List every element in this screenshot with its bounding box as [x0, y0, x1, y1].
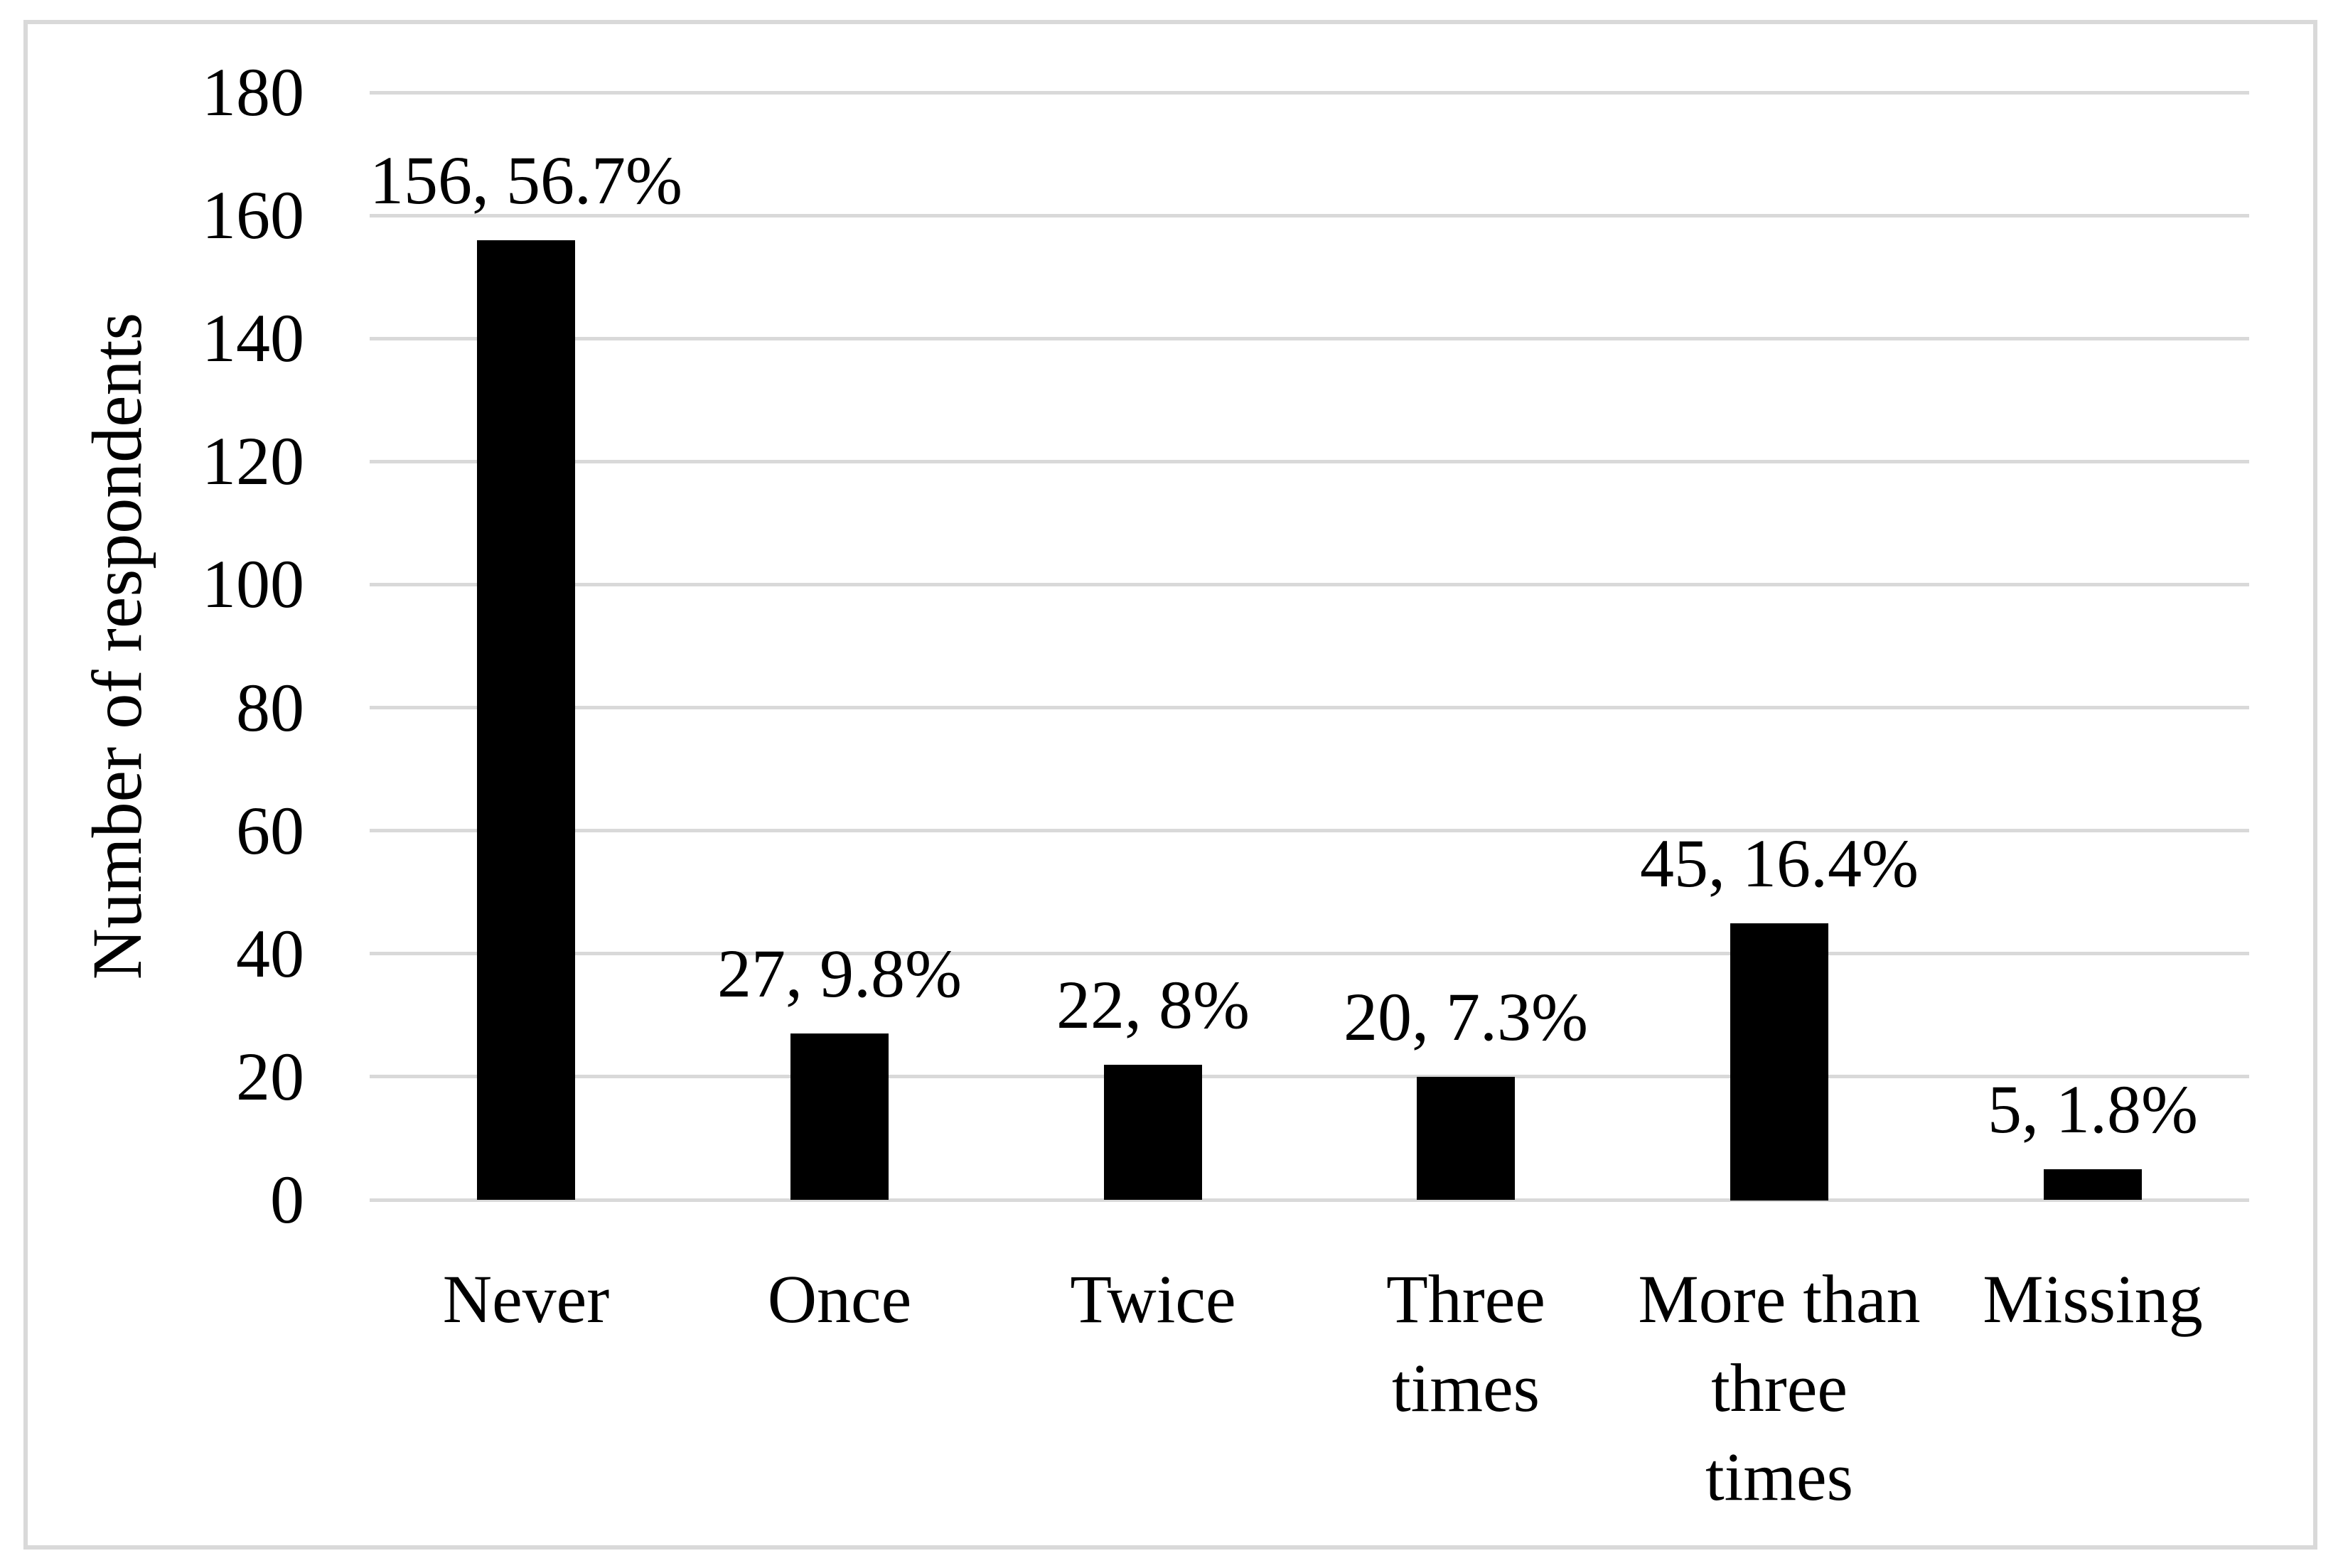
data-label-never: 156, 56.7% — [370, 142, 682, 218]
gridline-y-40 — [370, 952, 2249, 955]
y-tick-label-160: 160 — [202, 177, 304, 253]
data-label-once: 27, 9.8% — [717, 935, 962, 1011]
y-tick-label-80: 80 — [236, 670, 304, 746]
data-label-three-times: 20, 7.3% — [1344, 979, 1588, 1055]
gridline-y-120 — [370, 460, 2249, 463]
y-tick-label-100: 100 — [202, 546, 304, 622]
gridline-y-100 — [370, 583, 2249, 586]
chart-border — [23, 20, 2317, 1550]
gridline-y-160 — [370, 214, 2249, 218]
bar-missing — [2044, 1169, 2142, 1200]
y-tick-label-60: 60 — [236, 793, 304, 869]
x-category-label-never: Never — [442, 1261, 610, 1337]
bar-once — [790, 1033, 889, 1200]
data-label-more-than-three-times: 45, 16.4% — [1640, 825, 1919, 901]
y-tick-label-140: 140 — [202, 300, 304, 376]
gridline-y-180 — [370, 91, 2249, 95]
x-category-label-once: Once — [767, 1261, 912, 1337]
data-label-missing: 5, 1.8% — [1988, 1071, 2198, 1147]
x-category-label-three-times: Three times — [1386, 1261, 1545, 1426]
gridline-y-0 — [370, 1198, 2249, 1202]
data-label-twice: 22, 8% — [1056, 967, 1250, 1043]
y-tick-label-120: 120 — [202, 423, 304, 499]
gridline-y-80 — [370, 706, 2249, 709]
x-category-label-twice: Twice — [1070, 1261, 1236, 1337]
x-category-label-missing: Missing — [1983, 1261, 2203, 1337]
gridline-y-140 — [370, 337, 2249, 340]
gridline-y-60 — [370, 829, 2249, 832]
y-tick-label-20: 20 — [236, 1038, 304, 1115]
bar-three-times — [1417, 1077, 1515, 1200]
bar-twice — [1104, 1065, 1202, 1200]
bar-never — [477, 240, 575, 1200]
y-tick-label-40: 40 — [236, 915, 304, 992]
x-category-label-more-than-three-times: More than three times — [1638, 1261, 1921, 1515]
gridline-y-20 — [370, 1075, 2249, 1078]
y-tick-label-0: 0 — [270, 1161, 304, 1237]
y-tick-label-180: 180 — [202, 54, 304, 130]
bar-more-than-three-times — [1730, 923, 1828, 1201]
